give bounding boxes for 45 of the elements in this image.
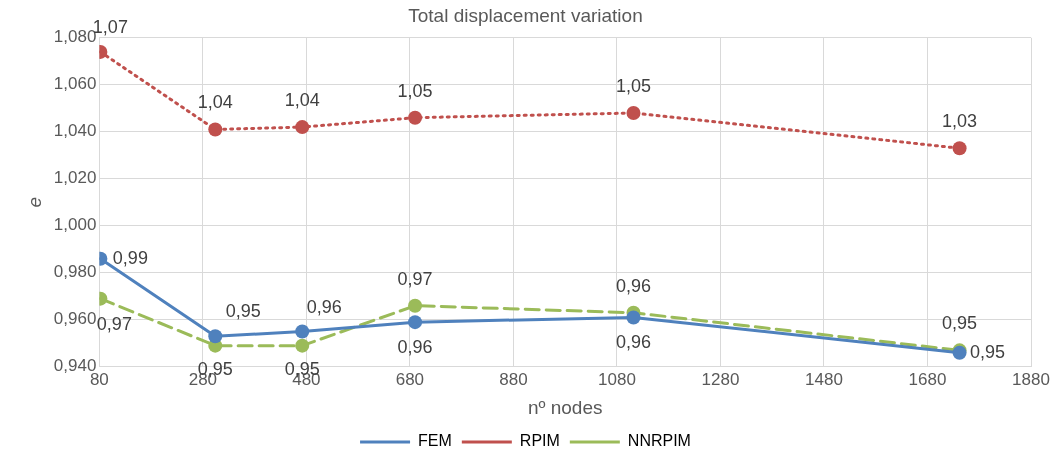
- legend-label: FEM: [418, 432, 452, 450]
- data-label: 0,99: [112, 247, 148, 268]
- y-tick-label: 0,980: [53, 262, 97, 282]
- data-label: 0,95: [970, 341, 1006, 362]
- point: [295, 120, 310, 135]
- data-label: 0,96: [615, 275, 652, 296]
- y-tick-label: 1,000: [53, 215, 97, 235]
- x-tick-label: 1280: [701, 369, 740, 389]
- y-axis-title: e: [23, 197, 45, 208]
- point: [295, 338, 310, 353]
- y-tick-label: 0,960: [53, 309, 97, 329]
- legend-label: NNRPIM: [627, 432, 691, 450]
- point: [626, 106, 641, 120]
- data-label: 0,97: [96, 313, 132, 334]
- point: [408, 298, 423, 313]
- y-tick-label: 1,020: [53, 168, 97, 188]
- x-tick-label: 1480: [805, 369, 843, 389]
- data-label: 1,05: [615, 75, 652, 96]
- data-label: 1,03: [942, 111, 978, 132]
- data-label: 0,96: [615, 332, 652, 353]
- y-tick-label: 1,060: [53, 74, 97, 94]
- data-label: 0,95: [225, 301, 261, 322]
- data-label: 0,96: [397, 337, 433, 358]
- x-tick-label: 1880: [1012, 369, 1050, 389]
- point: [408, 315, 423, 330]
- point: [408, 110, 423, 125]
- point: [208, 122, 223, 137]
- x-tick-label: 680: [395, 369, 425, 389]
- x-tick-label: 1080: [598, 369, 636, 389]
- data-label: 0,95: [942, 313, 978, 334]
- legend-label: RPIM: [519, 432, 560, 450]
- data-label: 1,04: [197, 92, 233, 113]
- point: [295, 324, 310, 339]
- data-label: 0,96: [306, 296, 342, 317]
- y-tick-label: 1,040: [53, 121, 97, 141]
- point: [208, 329, 223, 344]
- chart-title: Total displacement variation: [408, 4, 643, 26]
- point: [626, 310, 641, 325]
- x-axis-title: nº nodes: [527, 396, 603, 418]
- x-tick-label: 1680: [908, 369, 947, 389]
- point: [952, 141, 967, 156]
- data-label: 1,04: [284, 90, 320, 111]
- data-label: 0,97: [397, 268, 433, 289]
- data-label: 1,05: [397, 80, 433, 101]
- x-tick-label: 880: [499, 369, 528, 389]
